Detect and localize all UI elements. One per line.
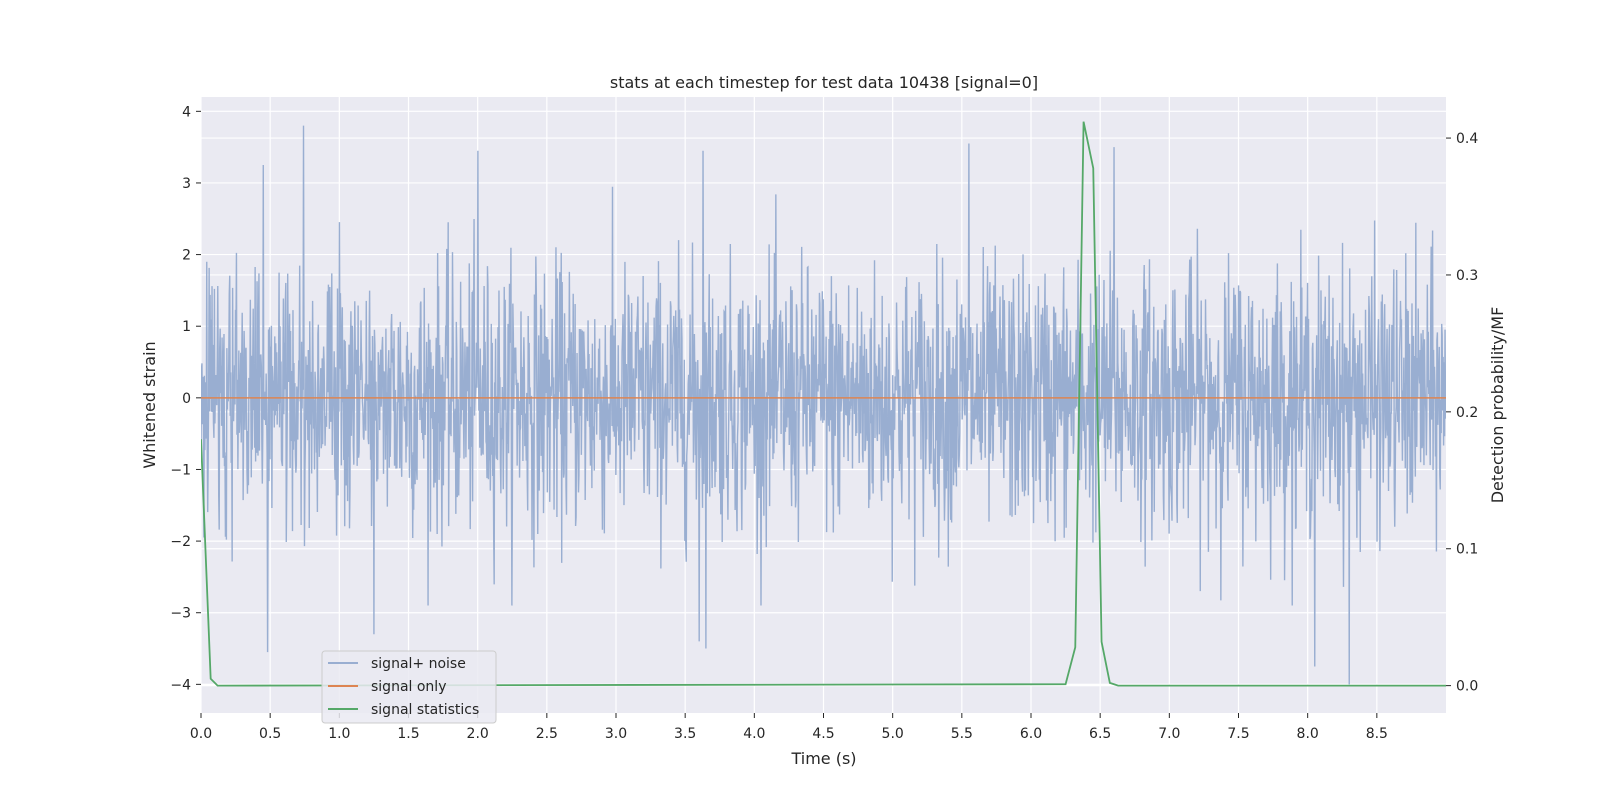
x-tick-label: 3.0 [605,726,627,742]
y-tick-label: 1 [182,319,191,335]
y-tick-label: −2 [170,534,191,550]
x-tick-label: 3.5 [674,726,696,742]
x-tick-label: 7.0 [1158,726,1180,742]
y-tick-label: 0 [182,391,191,407]
x-tick-label: 6.0 [1020,726,1042,742]
x-tick-label: 6.5 [1089,726,1111,742]
y2-axis-label: Detection probability/MF [1488,307,1507,504]
x-tick-label: 1.0 [328,726,350,742]
y-tick-label: −1 [170,462,191,478]
legend: signal+ noise signal only signal statist… [321,650,497,724]
y-tick-label: 3 [182,176,191,192]
x-tick-label: 4.0 [743,726,765,742]
x-axis-label: Time (s) [790,749,856,768]
y2-axis-ticks: 0.4 0.3 0.2 0.1 0.0 [1446,131,1478,695]
y-axis-label: Whitened strain [140,341,159,468]
x-tick-label: 2.5 [536,726,558,742]
y2-tick-label: 0.2 [1456,405,1478,421]
series-signal-statistics [201,121,1446,687]
x-tick-label: 5.5 [951,726,973,742]
legend-label-signal-statistics: signal statistics [371,702,479,718]
legend-label-signal-only: signal only [371,679,446,695]
y-axis-ticks: 4 3 2 1 0 −1 −2 −3 −4 [170,104,201,693]
y-tick-label: 4 [182,104,191,120]
signal-noise-line [201,125,1446,685]
x-tick-label: 2.0 [467,726,489,742]
chart-title: stats at each timestep for test data 104… [610,73,1038,92]
series-signal-noise [201,125,1446,685]
y-tick-label: −4 [170,677,191,693]
signal-statistics-line [201,121,1446,687]
y-tick-label: −3 [170,606,191,622]
x-tick-label: 8.5 [1366,726,1388,742]
x-tick-label: 4.5 [812,726,834,742]
x-axis-ticks: 0.0 0.5 1.0 1.5 2.0 2.5 3.0 3.5 4.0 4.5 5.0 5.5 6.0 6… [190,713,1388,742]
y2-tick-label: 0.3 [1456,268,1478,284]
x-tick-label: 0.5 [259,726,281,742]
legend-label-signal-noise: signal+ noise [371,656,466,672]
x-tick-label: 8.0 [1297,726,1319,742]
y2-tick-label: 0.0 [1456,679,1478,695]
y-tick-label: 2 [182,248,191,264]
legend-box [321,650,497,724]
x-tick-label: 0.0 [190,726,212,742]
y2-tick-label: 0.4 [1456,131,1478,147]
x-tick-label: 5.0 [882,726,904,742]
y2-tick-label: 0.1 [1456,542,1478,558]
x-tick-label: 7.5 [1227,726,1249,742]
x-tick-label: 1.5 [397,726,419,742]
